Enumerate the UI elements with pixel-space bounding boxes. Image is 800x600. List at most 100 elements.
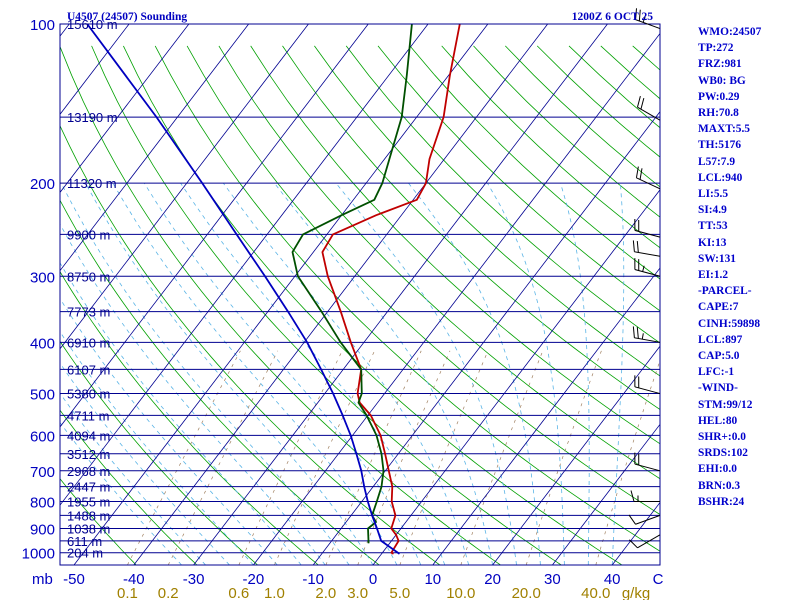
wind-barb — [634, 452, 661, 472]
isotherm — [60, 24, 70, 37]
temperature-tick-label: -30 — [183, 571, 205, 588]
index-row: BSHR:24 — [698, 495, 745, 508]
temperature-tick-label: 10 — [424, 571, 441, 588]
pressure-tick-label: 200 — [30, 176, 55, 193]
isotherm — [492, 345, 660, 565]
dry-adiabat — [60, 199, 380, 565]
isotherm — [60, 24, 190, 194]
wind-barb-staff — [634, 269, 661, 277]
wind-barb-staff — [637, 106, 661, 121]
moist-adiabat — [60, 297, 278, 565]
index-row: TT:53 — [698, 220, 728, 233]
pressure-tick-label: 100 — [30, 17, 55, 34]
mixing-ratio-line — [595, 359, 660, 565]
wind-barbs — [628, 8, 661, 549]
isotherm — [0, 24, 9, 565]
temperature-axis: -50 -40 -30 -20 -10 0 10 20 30 40 C — [63, 571, 663, 588]
wind-barb-staff — [637, 534, 661, 549]
index-row: KI:13 — [698, 236, 727, 249]
dry-adiabat — [186, 45, 660, 515]
isotherm — [253, 32, 660, 565]
mixing-ratio-label: 40.0 — [581, 585, 610, 600]
height-label: 6107 m — [67, 362, 110, 377]
dry-adiabat — [377, 45, 660, 312]
wind-barb — [636, 95, 661, 121]
wind-barb-feather — [636, 95, 641, 108]
index-row: SW:131 — [698, 252, 736, 265]
index-row: WB0: BG — [698, 74, 746, 87]
wind-barb-feather — [639, 168, 643, 180]
pressure-tick-label: 900 — [30, 522, 55, 539]
wind-barb — [630, 490, 660, 502]
wind-barb-feather — [629, 539, 638, 549]
dry-adiabat — [218, 45, 660, 480]
height-label: 1955 m — [67, 494, 110, 509]
index-row: CINH:59898 — [698, 317, 761, 330]
index-row: TH:5176 — [698, 139, 742, 152]
mixing-ratio-unit-label: g/kg — [622, 585, 650, 600]
index-row: -PARCEL- — [698, 285, 752, 298]
index-row: L57:7.9 — [698, 155, 736, 168]
temperature-tick-label: 20 — [484, 571, 501, 588]
isotherm — [372, 189, 660, 565]
index-row: EI:1.2 — [698, 269, 729, 282]
wind-barb-staff — [634, 386, 661, 395]
mixing-ratio-label: 0.2 — [158, 585, 179, 600]
index-row: TP:272 — [698, 42, 734, 55]
wind-barb-feather — [638, 9, 641, 22]
dry-adiabats — [60, 45, 660, 565]
temperature-tick-label: -10 — [302, 571, 324, 588]
wind-barb-half-feather — [642, 16, 646, 23]
height-label: 204 m — [67, 546, 103, 561]
dry-adiabat — [314, 45, 660, 377]
dry-adiabat — [409, 45, 660, 280]
moist-adiabat — [143, 182, 422, 565]
mixing-ratio-label: 2.0 — [315, 585, 336, 600]
wind-barb-feather — [635, 8, 638, 20]
wind-barb-feather — [640, 97, 645, 110]
index-row: -WIND- — [698, 382, 738, 395]
height-label: 8750 m — [67, 269, 110, 284]
height-label: 6910 m — [67, 335, 110, 350]
index-row: STM:99/12 — [698, 398, 753, 411]
wind-barb-staff — [635, 514, 661, 525]
wind-barb-feather — [635, 166, 639, 178]
temperature-tick-label: 30 — [544, 571, 561, 588]
pressure-unit-label: mb — [32, 571, 53, 588]
wind-barb-staff — [636, 177, 661, 190]
index-row: LI:5.5 — [698, 188, 729, 201]
mixing-ratio-label: 5.0 — [389, 585, 410, 600]
index-row: BRN:0.3 — [698, 479, 741, 492]
index-row: LCL:897 — [698, 333, 743, 346]
index-row: FRZ:981 — [698, 58, 742, 71]
moist-adiabat — [408, 182, 541, 565]
pressure-tick-label: 700 — [30, 464, 55, 481]
mixing-ratio-label: 0.6 — [228, 585, 249, 600]
index-row: SHR+:0.0 — [698, 431, 746, 444]
wind-barb — [632, 326, 661, 343]
height-label: 9900 m — [67, 227, 110, 242]
wind-barb — [629, 534, 661, 549]
dry-adiabat — [60, 270, 319, 565]
moist-adiabat — [335, 182, 517, 565]
height-label: 11320 m — [67, 176, 117, 191]
mixing-ratio-label: 3.0 — [347, 585, 368, 600]
height-label: 1488 m — [67, 508, 110, 523]
dry-adiabat — [60, 340, 258, 565]
height-label: 3512 m — [67, 447, 110, 462]
isotherm — [193, 24, 608, 565]
sounding-traces — [86, 24, 461, 555]
dry-adiabat — [60, 478, 137, 565]
wind-barb-half-feather — [642, 265, 645, 272]
dry-adiabat — [250, 45, 660, 445]
isotherm — [60, 24, 369, 428]
moist-adiabat — [611, 183, 625, 565]
wind-barb-staff — [634, 337, 661, 343]
index-row: CAP:5.0 — [698, 350, 740, 363]
moist-adiabat — [180, 182, 446, 565]
chart-date: 1200Z 6 OCT 25 — [572, 11, 654, 23]
index-row: LFC:-1 — [698, 366, 735, 379]
moist-adiabat — [60, 223, 326, 565]
pressure-tick-label: 500 — [30, 387, 55, 404]
